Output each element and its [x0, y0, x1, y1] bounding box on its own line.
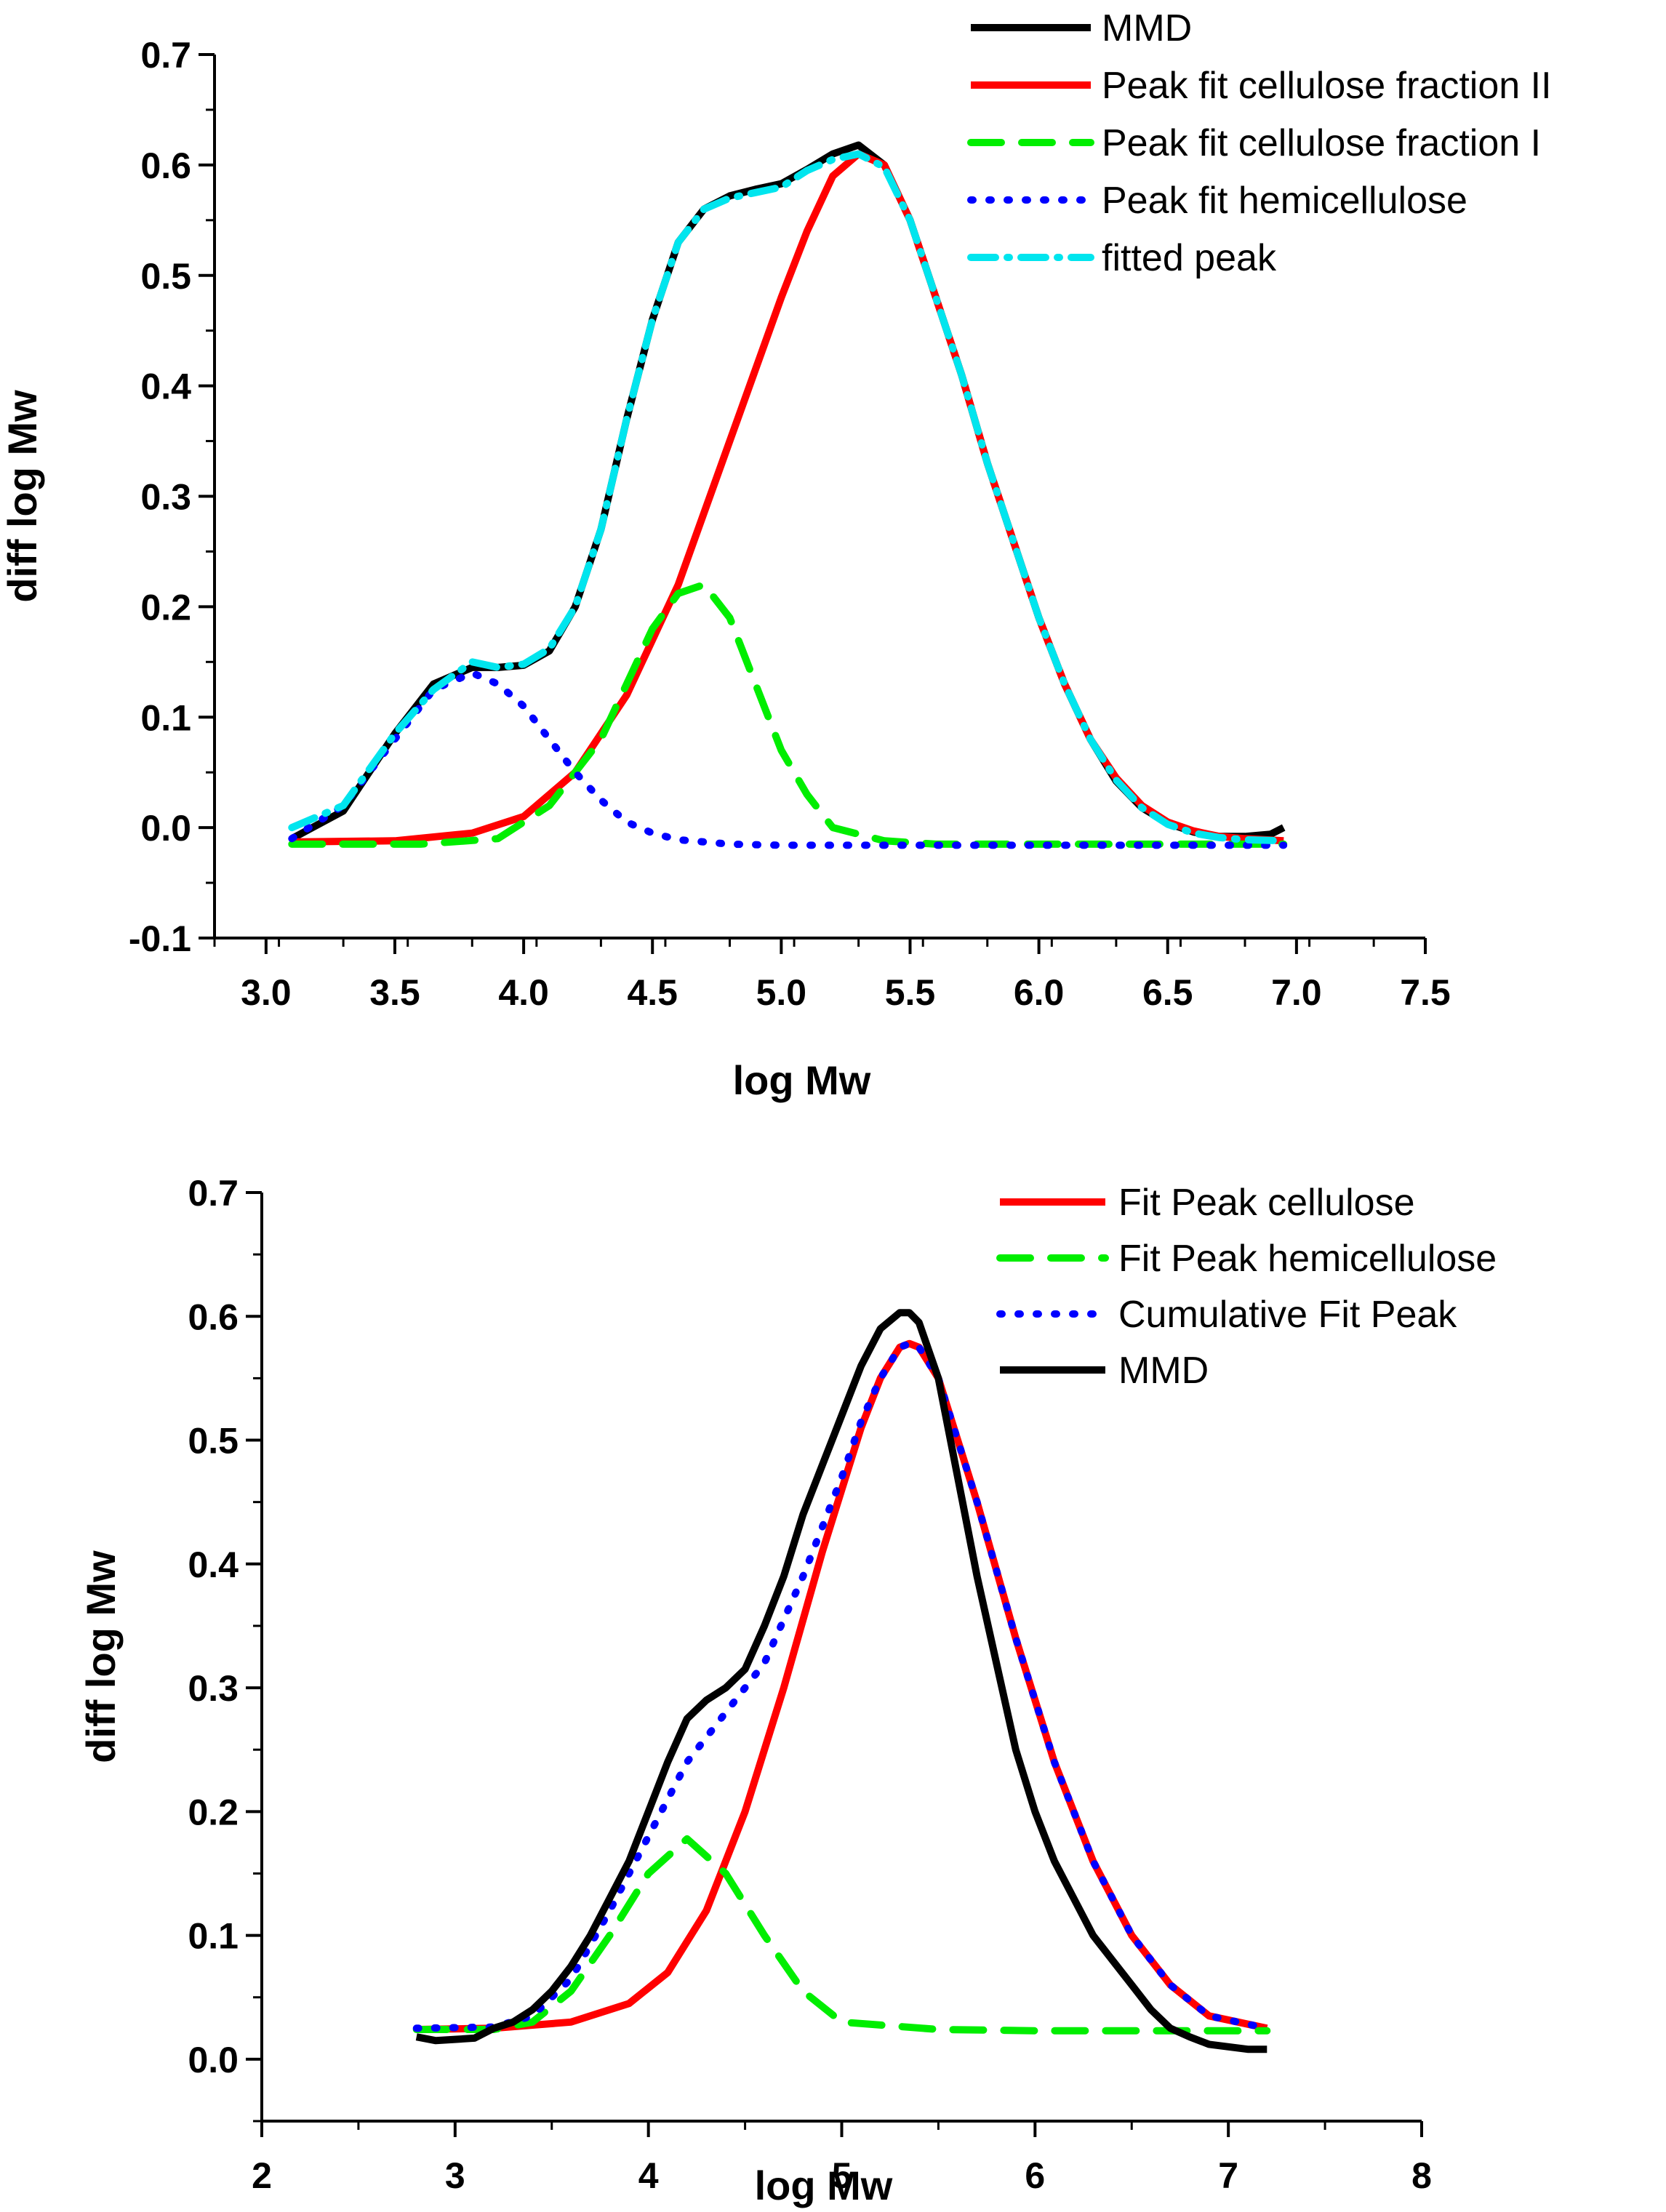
- x-axis-title: log Mw: [733, 1057, 871, 1103]
- y-tick-label: 0.0: [188, 2040, 239, 2080]
- series-line-peak-fit-hemicellulose: [288, 669, 1288, 849]
- x-tick-label: 3: [445, 2155, 465, 2196]
- x-tick-label: 8: [1411, 2155, 1432, 2196]
- series-line-fitted-peak: [288, 150, 1288, 845]
- x-axis-title: log Mw: [755, 2163, 893, 2208]
- x-tick-label: 4.5: [627, 972, 678, 1013]
- x-tick-label: 4.0: [498, 972, 549, 1013]
- legend-label: fitted peak: [1102, 237, 1277, 279]
- legend-label: Cumulative Fit Peak: [1118, 1294, 1457, 1336]
- legend-label: Peak fit hemicellulose: [1102, 180, 1467, 222]
- chart-bottom: 2 3 4 5 6 7 8 0.0 0.1 0.2 0.3 0.4 0.5 0.6 0.7 log Mw dif…: [78, 1173, 1497, 2208]
- legend-label: Peak fit cellulose fraction II: [1102, 65, 1552, 107]
- x-tick-label: 6.5: [1142, 972, 1193, 1013]
- legend-label: Fit Peak cellulose: [1118, 1182, 1415, 1224]
- x-tick-label: 7.0: [1271, 972, 1322, 1013]
- x-tick-label: 7: [1218, 2155, 1238, 2196]
- x-tick-label: 5: [832, 2155, 852, 2196]
- x-tick-label: 3.5: [369, 972, 420, 1013]
- legend-label: Fit Peak hemicellulose: [1118, 1238, 1497, 1280]
- y-tick-label: 0.4: [188, 1544, 239, 1585]
- y-tick-label: 0.5: [188, 1421, 239, 1462]
- y-tick-label: 0.1: [140, 697, 191, 738]
- x-tick-label: 6.0: [1014, 972, 1065, 1013]
- y-tick-label: 0.5: [140, 256, 191, 297]
- y-tick-label: 0.2: [140, 587, 191, 628]
- x-tick-label: 2: [252, 2155, 272, 2196]
- y-tick-label: 0.4: [140, 366, 191, 407]
- y-tick-label: 0.6: [140, 145, 191, 186]
- legend-label: MMD: [1118, 1350, 1209, 1392]
- y-tick-label: 0.7: [140, 35, 191, 76]
- y-tick-label: 0.3: [140, 477, 191, 518]
- y-tick-label: -0.1: [129, 918, 191, 959]
- y-axis-title: diff log Mw: [0, 390, 45, 603]
- x-tick-label: 5.5: [885, 972, 936, 1013]
- legend-label: MMD: [1102, 7, 1192, 49]
- y-tick-label: 0.6: [188, 1297, 239, 1337]
- y-tick-label: 0.7: [188, 1173, 239, 1214]
- series-line-fit-peak-hemicellulose: [412, 1835, 1271, 2035]
- series-line-cumulative-fit-peak: [412, 1339, 1271, 2032]
- y-axis-title: diff log Mw: [78, 1550, 124, 1763]
- series-line-fit-peak-cellulose: [416, 1339, 1268, 2033]
- y-tick-label: 0.1: [188, 1916, 239, 1957]
- x-tick-label: 6: [1025, 2155, 1045, 2196]
- x-tick-label: 7.5: [1400, 972, 1451, 1013]
- y-tick-label: 0.3: [188, 1668, 239, 1709]
- chart-top: 3.0 3.5 4.0 4.5 5.0 5.5 6.0 6.5 7.0 7.5 -0.1 0.0 0.1…: [0, 7, 1552, 1103]
- y-tick-label: 0.2: [188, 1792, 239, 1832]
- x-tick-label: 5.0: [756, 972, 807, 1013]
- x-tick-label: 3.0: [241, 972, 292, 1013]
- x-tick-label: 4: [638, 2155, 659, 2196]
- y-tick-label: 0.0: [140, 808, 191, 849]
- series-line-mmd: [415, 1309, 1267, 2053]
- legend-label: Peak fit cellulose fraction I: [1102, 122, 1541, 164]
